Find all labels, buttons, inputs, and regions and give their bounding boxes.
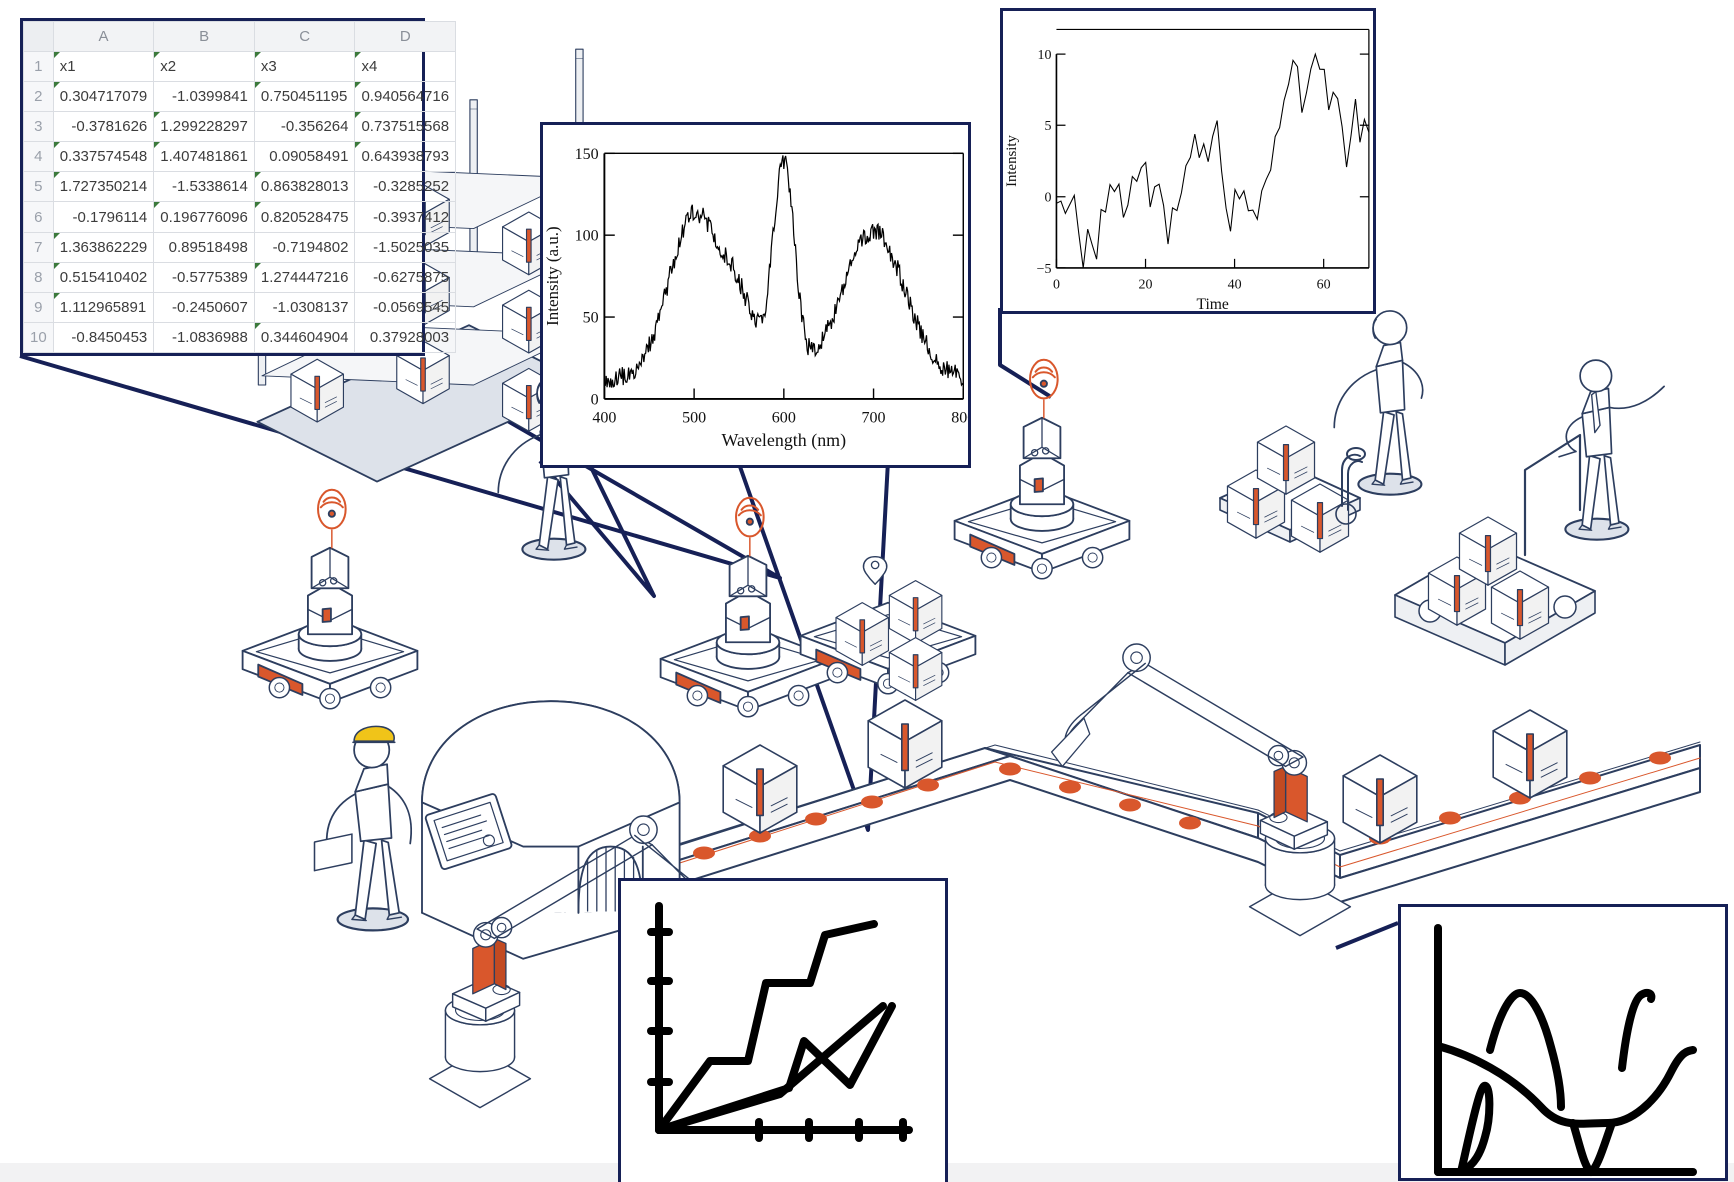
- svg-text:150: 150: [575, 146, 599, 163]
- svg-text:Intensity: Intensity: [1004, 135, 1020, 187]
- svg-text:−5: −5: [1037, 262, 1052, 277]
- svg-text:100: 100: [575, 228, 599, 245]
- svg-text:0: 0: [1053, 277, 1060, 292]
- svg-text:0: 0: [1045, 190, 1052, 205]
- svg-text:400: 400: [592, 410, 616, 427]
- svg-text:60: 60: [1317, 277, 1331, 292]
- svg-text:10: 10: [1038, 48, 1052, 63]
- svg-text:Wavelength (nm): Wavelength (nm): [722, 430, 847, 451]
- svg-text:Time: Time: [1196, 296, 1228, 311]
- svg-text:50: 50: [583, 309, 599, 326]
- svg-text:5: 5: [1045, 119, 1052, 134]
- svg-text:800: 800: [951, 410, 968, 427]
- svg-text:40: 40: [1228, 277, 1242, 292]
- svg-text:700: 700: [862, 410, 886, 427]
- svg-text:500: 500: [682, 410, 706, 427]
- svg-text:Intensity (a.u.): Intensity (a.u.): [543, 226, 562, 326]
- svg-text:20: 20: [1139, 277, 1153, 292]
- svg-text:600: 600: [772, 410, 796, 427]
- svg-text:0: 0: [591, 392, 599, 409]
